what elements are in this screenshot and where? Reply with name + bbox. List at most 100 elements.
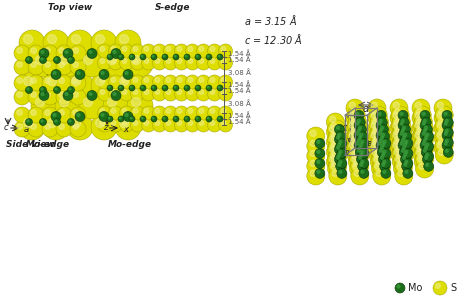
Circle shape: [350, 119, 356, 125]
Circle shape: [329, 157, 347, 175]
Circle shape: [354, 140, 360, 146]
Circle shape: [445, 149, 448, 152]
Circle shape: [437, 122, 444, 128]
Circle shape: [310, 130, 316, 136]
Circle shape: [219, 106, 233, 120]
Circle shape: [51, 70, 61, 80]
Circle shape: [210, 109, 215, 113]
Circle shape: [335, 124, 345, 134]
Circle shape: [347, 136, 365, 154]
Circle shape: [352, 156, 358, 163]
Text: c: c: [348, 135, 352, 144]
Circle shape: [423, 139, 426, 142]
Circle shape: [60, 98, 69, 106]
Circle shape: [142, 87, 155, 101]
Circle shape: [350, 120, 368, 138]
Circle shape: [401, 139, 404, 142]
Circle shape: [346, 119, 364, 137]
Circle shape: [401, 119, 404, 122]
Circle shape: [217, 116, 223, 122]
Circle shape: [219, 75, 233, 89]
Circle shape: [218, 86, 220, 88]
Circle shape: [337, 133, 341, 136]
Circle shape: [96, 34, 105, 44]
Circle shape: [122, 58, 127, 63]
Circle shape: [100, 120, 105, 125]
Circle shape: [19, 30, 45, 56]
Circle shape: [390, 109, 408, 127]
Circle shape: [352, 116, 358, 122]
Circle shape: [109, 106, 122, 120]
Circle shape: [435, 116, 453, 134]
Circle shape: [356, 132, 359, 135]
Circle shape: [336, 131, 346, 141]
Circle shape: [380, 131, 390, 141]
Circle shape: [370, 113, 388, 131]
Circle shape: [317, 150, 320, 153]
Circle shape: [129, 116, 135, 122]
Circle shape: [356, 142, 359, 145]
Circle shape: [151, 85, 157, 91]
Circle shape: [185, 75, 200, 89]
Circle shape: [378, 124, 389, 134]
Circle shape: [155, 89, 160, 94]
Circle shape: [354, 170, 360, 176]
Circle shape: [221, 58, 226, 63]
Circle shape: [404, 143, 407, 146]
Circle shape: [111, 89, 116, 94]
Circle shape: [73, 78, 78, 83]
Circle shape: [217, 54, 223, 60]
Circle shape: [164, 75, 177, 89]
Circle shape: [317, 170, 320, 173]
Circle shape: [426, 153, 428, 156]
Circle shape: [420, 120, 430, 130]
Circle shape: [119, 56, 134, 70]
Circle shape: [17, 78, 22, 83]
Circle shape: [371, 112, 377, 119]
Circle shape: [111, 77, 116, 82]
Text: a: a: [363, 104, 369, 114]
Circle shape: [166, 58, 171, 63]
Circle shape: [53, 113, 56, 116]
Circle shape: [437, 102, 444, 109]
Circle shape: [415, 122, 421, 128]
Circle shape: [393, 160, 411, 178]
Circle shape: [153, 118, 166, 132]
Circle shape: [422, 154, 432, 164]
Circle shape: [382, 163, 385, 166]
Circle shape: [393, 142, 400, 148]
Circle shape: [402, 146, 405, 149]
Circle shape: [421, 147, 431, 157]
Circle shape: [41, 120, 43, 122]
Circle shape: [210, 77, 215, 82]
Circle shape: [41, 50, 44, 53]
Circle shape: [31, 110, 36, 116]
Circle shape: [41, 88, 43, 90]
Circle shape: [395, 116, 402, 122]
Circle shape: [351, 157, 369, 175]
Circle shape: [352, 136, 358, 142]
Circle shape: [372, 140, 390, 158]
Circle shape: [162, 54, 168, 60]
Circle shape: [381, 148, 391, 158]
Circle shape: [142, 56, 155, 70]
Text: Top view: Top view: [48, 3, 92, 12]
Circle shape: [122, 109, 127, 113]
Text: Side view: Side view: [6, 140, 55, 149]
Circle shape: [418, 126, 424, 133]
Circle shape: [317, 140, 320, 143]
Circle shape: [113, 50, 116, 53]
Circle shape: [402, 126, 405, 129]
Circle shape: [310, 140, 316, 146]
Circle shape: [177, 77, 182, 82]
Circle shape: [197, 44, 210, 58]
Circle shape: [347, 106, 365, 124]
Circle shape: [419, 153, 425, 160]
Circle shape: [349, 102, 356, 109]
Circle shape: [390, 129, 408, 147]
Text: b: b: [344, 148, 349, 157]
Circle shape: [376, 160, 382, 167]
Circle shape: [418, 116, 424, 122]
Circle shape: [369, 126, 387, 144]
Circle shape: [111, 58, 116, 63]
